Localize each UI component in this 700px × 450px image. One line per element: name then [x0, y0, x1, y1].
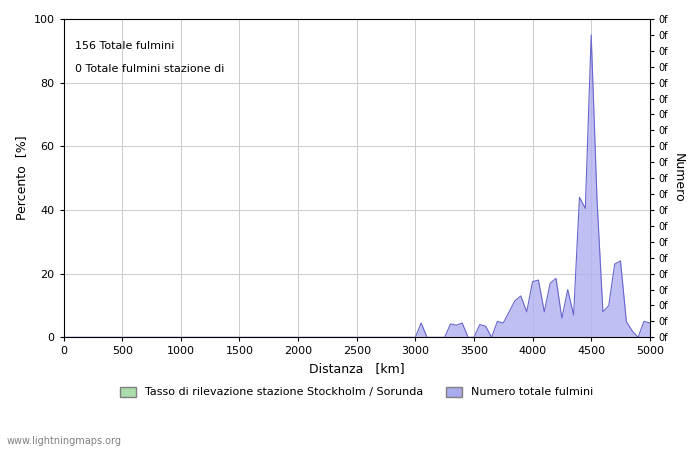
Text: 0 Totale fulmini stazione di: 0 Totale fulmini stazione di: [76, 63, 225, 73]
Text: 156 Totale fulmini: 156 Totale fulmini: [76, 41, 175, 51]
X-axis label: Distanza   [km]: Distanza [km]: [309, 362, 405, 375]
Legend: Tasso di rilevazione stazione Stockholm / Sorunda, Numero totale fulmini: Tasso di rilevazione stazione Stockholm …: [116, 382, 598, 402]
Y-axis label: Percento  [%]: Percento [%]: [15, 136, 28, 220]
Text: www.lightningmaps.org: www.lightningmaps.org: [7, 436, 122, 446]
Y-axis label: Numero: Numero: [672, 153, 685, 203]
